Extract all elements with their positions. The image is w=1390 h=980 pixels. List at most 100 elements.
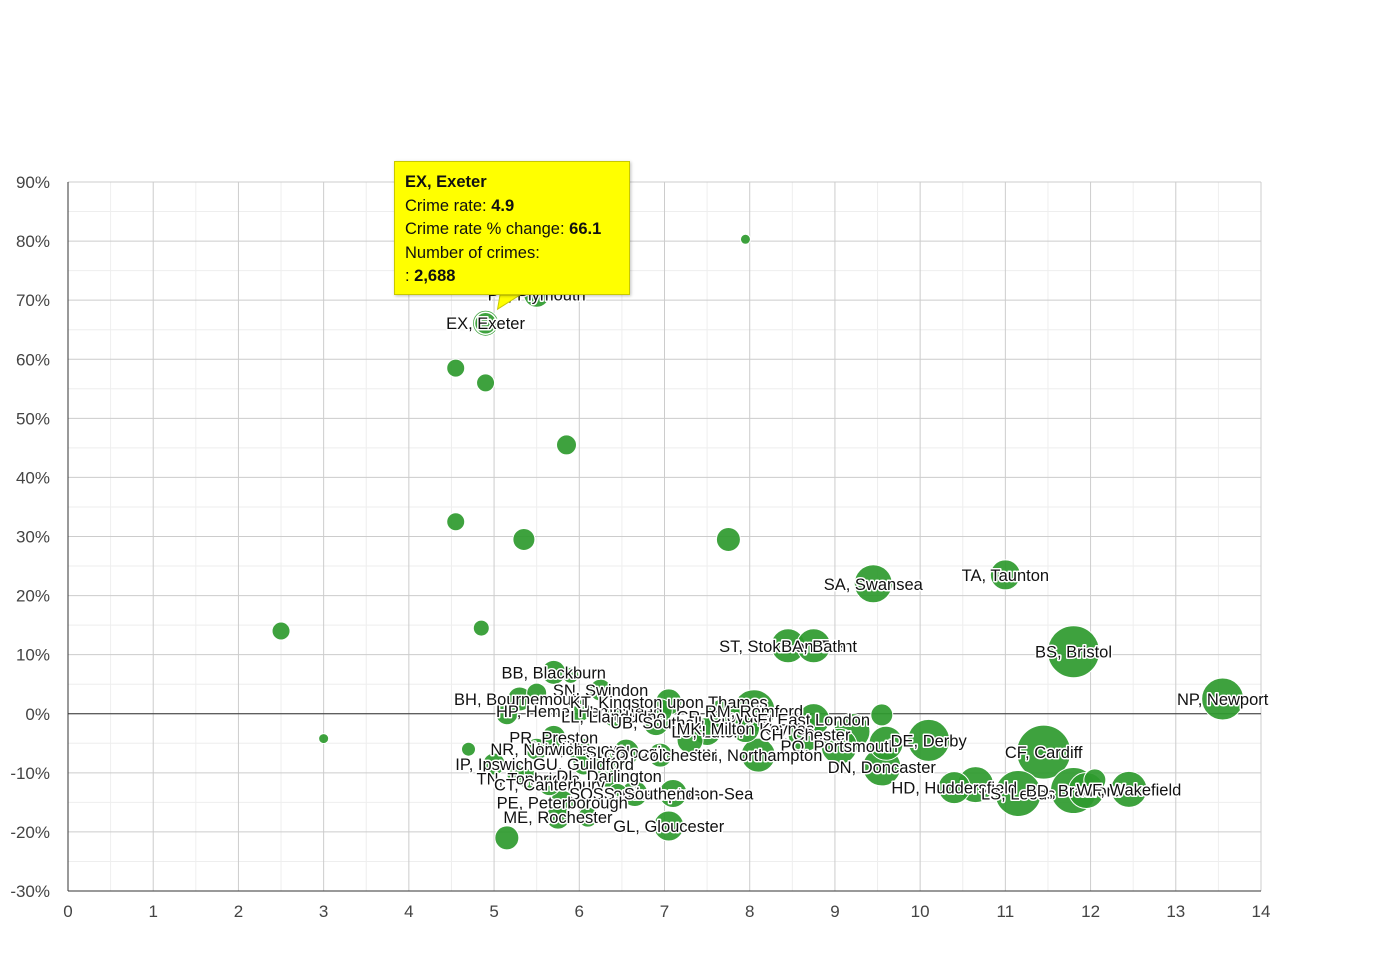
y-tick-label: 30% (16, 528, 50, 547)
bubble-point (820, 727, 858, 765)
bubble-point (476, 373, 496, 393)
y-tick-label: 90% (16, 173, 50, 192)
x-tick-label: 4 (404, 902, 413, 921)
x-tick-label: 10 (911, 902, 930, 921)
bubble-label: IP, Ipswich (455, 756, 533, 774)
y-tick-label: -20% (10, 823, 50, 842)
bubble-point (494, 825, 520, 851)
x-tick-label: 6 (575, 902, 584, 921)
bubble-point (505, 763, 525, 783)
bubble-label: GL, Gloucester (613, 818, 724, 836)
bubble-point (870, 703, 894, 727)
bubble-point (730, 714, 760, 744)
bubble-point (602, 706, 624, 728)
bubble-point (556, 434, 578, 456)
bubble-label: ST, Stoke-on-Trent (719, 638, 857, 656)
bubble-label: CT, Canterbury (494, 777, 606, 795)
x-tick-label: 11 (997, 902, 1015, 921)
bubble-point (1016, 724, 1072, 780)
bubble-label: TN, Tonbridge (476, 771, 579, 789)
bubble-label: GU, Guildford (533, 756, 634, 774)
bubble-label: NR, Norwich (490, 741, 583, 759)
y-tick-label: 0% (25, 705, 50, 724)
bubble-label: HP, Hemel Hempstead (496, 703, 663, 721)
bubble-label: RM, Romford (705, 703, 803, 721)
bubble-label: TA, Taunton (962, 567, 1049, 585)
y-tick-label: 80% (16, 232, 50, 251)
tooltip-change-value: 66.1 (569, 220, 602, 238)
x-tick-label: 8 (745, 902, 754, 921)
bubble-label: SL, Slough (586, 744, 667, 762)
bubble-label: NN, Northampton (694, 747, 822, 765)
y-tick-label: 10% (16, 646, 50, 665)
bubble-point (740, 737, 776, 773)
bubble-label: BH, Bournemouth (454, 691, 585, 709)
bubble-label: SN, Swindon (553, 682, 648, 700)
bubble-label: MK, Milton Keynes (677, 721, 815, 739)
bubble-label: CR, Croydon (676, 709, 771, 727)
x-tick-label: 12 (1081, 902, 1100, 921)
bubble-point (545, 804, 571, 830)
bubble-point (1047, 625, 1101, 679)
bubble-point (1110, 770, 1148, 808)
x-tick-label: 14 (1252, 902, 1271, 921)
bubble-point (796, 628, 832, 664)
bubble-label: WF, Wakefield (1077, 781, 1182, 799)
bubble-label: HA, Harrow (537, 741, 622, 759)
bubble-label: DN, Doncaster (828, 759, 937, 777)
bubble-point (271, 621, 291, 641)
bubble-label: LS, Leeds (981, 786, 1055, 804)
bubble-point (1201, 677, 1245, 721)
bubble-point (541, 724, 567, 750)
bubble-label: EX, Exeter (446, 315, 525, 333)
bubble-point (525, 737, 549, 761)
axes: 0 1 2 3 4 5 6 7 8 9 10 11 12 13 1490%80%70%60%50%40%30… (10, 173, 1270, 921)
tooltip-title: EX, Exeter (405, 173, 487, 191)
bubble-point (612, 738, 640, 766)
bubble-label: SO, Southampton (569, 786, 700, 804)
y-tick-label: 40% (16, 468, 50, 487)
x-tick-label: 1 (148, 902, 157, 921)
tooltip: EX, Exeter Crime rate: 4.9 Crime rate % … (394, 161, 630, 295)
x-tick-label: 7 (660, 902, 669, 921)
bubble-point (589, 678, 613, 702)
bubble-point (937, 771, 971, 805)
bubble-label: PO, Portsmouth (780, 738, 897, 756)
bubble-point (526, 682, 548, 704)
tooltip-change-label: Crime rate % change: (405, 220, 570, 238)
x-tick-label: 9 (830, 902, 839, 921)
bubble-label: UB, Southall (610, 715, 702, 733)
tooltip-pointer (496, 294, 522, 311)
bubble-point (607, 783, 629, 805)
bubble-label: PE, Peterborough (497, 794, 628, 812)
bubble-point (446, 512, 466, 532)
x-tick-label: 2 (234, 902, 243, 921)
bubble-point (461, 741, 477, 757)
bubble-label: PR, Preston (509, 729, 598, 747)
bubble-point (994, 770, 1042, 818)
bubble-point (907, 718, 951, 762)
bubble-point (495, 702, 519, 726)
tooltip-crimes-value: 2,688 (414, 267, 456, 285)
tooltip-rate-label: Crime rate: (405, 196, 492, 215)
bubble-point (567, 699, 591, 723)
y-tick-label: 50% (16, 409, 50, 428)
bubble-label: CO, Colchester (604, 747, 717, 765)
bubble-point (1083, 768, 1107, 792)
tooltip-rate-value: 4.9 (491, 196, 515, 215)
bubble-label: CH, Chester (760, 726, 851, 744)
bubble-label: CF, Cardiff (1005, 744, 1083, 762)
tooltip-crimes-label: Number of crimes: (405, 243, 540, 262)
bubble-point (472, 619, 490, 637)
bubble-point (853, 564, 893, 604)
x-tick-label: 0 (63, 902, 72, 921)
x-tick-label: 3 (319, 902, 328, 921)
bubble-label: LU, Luton (671, 723, 743, 741)
bubble-point (562, 666, 580, 684)
x-tick-label: 13 (1166, 902, 1185, 921)
bubble-label: BB, Blackburn (501, 664, 606, 682)
bubble-highlight-ring (473, 311, 498, 335)
bubble-point (577, 806, 599, 828)
bubble-label: SA, Swansea (824, 576, 924, 594)
